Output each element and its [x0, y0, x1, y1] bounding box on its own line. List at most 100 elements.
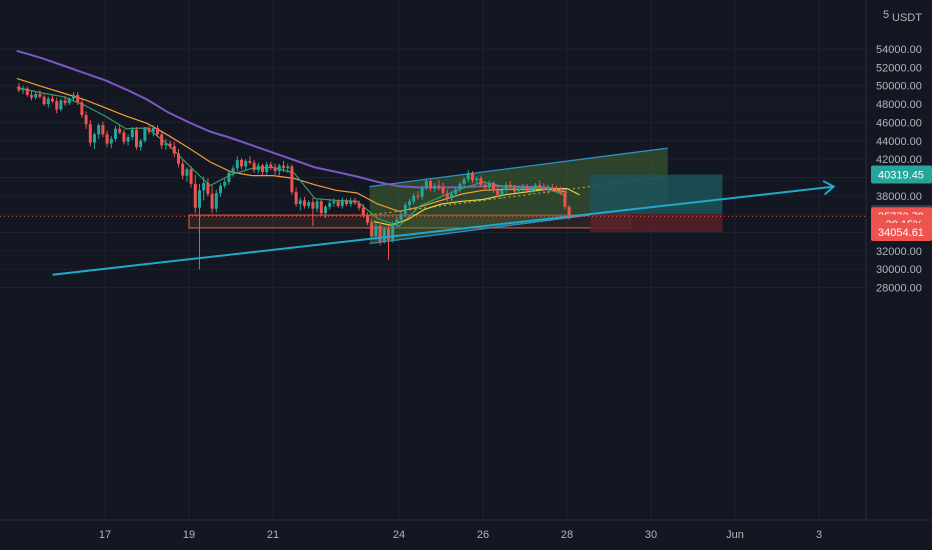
candle-down: [387, 226, 390, 261]
channel-top-line[interactable]: [369, 147, 668, 188]
candle-up: [114, 126, 117, 142]
candle-body: [84, 115, 88, 125]
candle-down: [189, 166, 193, 188]
profit-zone[interactable]: [590, 174, 723, 215]
candle-body: [101, 125, 105, 135]
candle-down: [437, 180, 441, 191]
price-tick-label: 38000.00: [876, 191, 922, 203]
candle-up: [382, 226, 386, 244]
scale-label: 5: [883, 9, 889, 21]
candle-body: [55, 101, 59, 110]
candle-body: [76, 94, 80, 103]
price-axis-panel[interactable]: [866, 0, 932, 520]
candle-body: [219, 185, 222, 194]
candle-body: [445, 193, 449, 199]
candle-down: [445, 189, 449, 202]
candle-body: [366, 215, 369, 223]
support-trendline[interactable]: [52, 185, 834, 276]
candle-up: [46, 96, 50, 108]
candle-down: [252, 160, 256, 173]
candle-down: [366, 212, 369, 226]
candle-up: [235, 156, 239, 172]
candle-down: [38, 90, 42, 99]
candle-body: [189, 169, 193, 184]
candle-up: [458, 182, 462, 193]
long-position-tool[interactable]: [590, 174, 723, 232]
time-axis-ticks: 17 19 21 24 26 28 30 Jun 3: [99, 529, 822, 541]
candle-down: [508, 181, 512, 191]
candle-down: [206, 178, 210, 197]
candle-body: [202, 182, 206, 191]
candle-up: [126, 134, 130, 146]
time-axis-panel[interactable]: [0, 520, 932, 550]
candle-body: [492, 182, 495, 191]
candle-up: [462, 177, 466, 187]
candle-up: [244, 159, 248, 171]
candle-body: [500, 190, 504, 195]
time-tick-label: 30: [645, 529, 657, 541]
candle-body: [340, 200, 344, 206]
candle-body: [487, 182, 491, 188]
candle-down: [319, 199, 323, 216]
candle-body: [332, 201, 336, 204]
candle-body: [282, 165, 285, 169]
candle-down: [42, 94, 46, 106]
candle-up: [374, 223, 378, 240]
candle-down: [303, 196, 306, 209]
candle-body: [147, 127, 151, 132]
candle-body: [513, 187, 516, 192]
candle-up: [286, 163, 290, 173]
candle-body: [508, 184, 512, 188]
candle-body: [550, 187, 554, 190]
candle-body: [382, 228, 386, 242]
candle-down: [563, 191, 567, 210]
candle-body: [475, 178, 479, 181]
time-tick-label: 26: [477, 529, 489, 541]
candle-body: [269, 164, 273, 168]
candle-body: [177, 153, 180, 164]
candle-body: [273, 167, 277, 172]
candle-body: [324, 206, 327, 214]
candle-up: [219, 182, 222, 197]
candle-up: [517, 186, 521, 194]
price-tag-label: 40319.45: [878, 170, 924, 182]
price-tick-label: 42000.00: [876, 154, 922, 166]
candle-body: [151, 127, 155, 132]
candle-up: [109, 136, 113, 149]
candle-body: [412, 195, 416, 202]
candle-down: [210, 185, 214, 214]
candle-down: [357, 200, 361, 211]
candle-body: [391, 224, 395, 240]
candle-body: [567, 206, 571, 217]
candle-up: [328, 200, 332, 210]
candle-down: [361, 204, 365, 218]
candle-body: [240, 160, 243, 167]
candle-body: [399, 214, 403, 220]
candle-body: [538, 184, 542, 188]
candle-body: [17, 86, 21, 91]
candle-up: [130, 126, 134, 140]
candle-body: [156, 127, 159, 135]
trend-lines[interactable]: [52, 180, 836, 276]
candle-up: [349, 197, 353, 207]
candle-body: [235, 160, 239, 169]
candle-body: [319, 201, 323, 214]
candle-up: [534, 182, 537, 192]
candle-down: [156, 125, 159, 138]
candle-up: [412, 193, 416, 205]
candle-down: [118, 125, 122, 135]
candle-body: [164, 143, 168, 146]
candle-body: [227, 172, 231, 183]
candle-body: [315, 201, 319, 209]
candle-body: [214, 193, 218, 209]
trendline-arrowhead[interactable]: [822, 180, 836, 196]
candle-body: [25, 88, 29, 95]
candle-body: [336, 201, 340, 206]
ma_fast-line: [16, 86, 568, 227]
loss-zone[interactable]: [590, 214, 723, 232]
candle-up: [34, 92, 38, 100]
candle-down: [51, 94, 54, 104]
candle-up: [332, 198, 336, 207]
candle-up: [151, 125, 155, 137]
